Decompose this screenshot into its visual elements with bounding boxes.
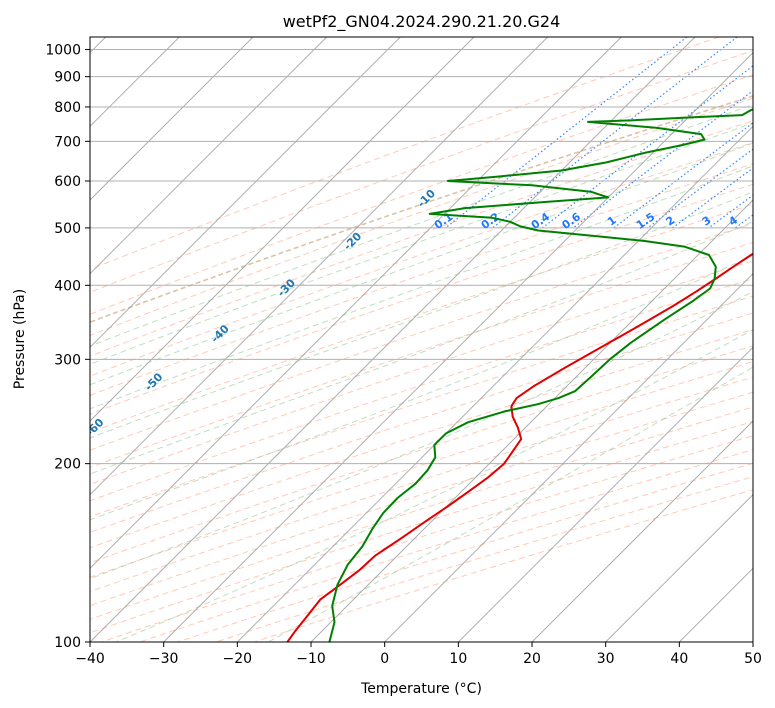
x-tick-label: 40 xyxy=(670,651,688,667)
dry-adiabat-line xyxy=(90,163,753,396)
x-tick-label: −10 xyxy=(296,651,326,667)
dry-adiabat-line xyxy=(90,183,753,415)
isotherm-line xyxy=(752,641,753,642)
mixing-ratio-label: 6 xyxy=(765,213,775,228)
x-tick-label: 50 xyxy=(744,651,762,667)
isotherm-line xyxy=(90,37,328,275)
isotherm-line xyxy=(531,420,753,642)
y-tick-label: 500 xyxy=(54,221,81,237)
temperature-profile-line xyxy=(286,252,753,642)
x-tick-label: 30 xyxy=(597,651,615,667)
plot-background xyxy=(90,37,753,642)
dry-adiabat-line xyxy=(90,50,753,293)
moist-adiabat-line xyxy=(90,142,753,386)
mixing-ratio-line xyxy=(672,167,753,229)
y-tick-label: 400 xyxy=(54,278,81,294)
y-tick-label: 700 xyxy=(54,134,81,150)
chart-title: wetPf2_GN04.2024.290.21.20.G24 xyxy=(283,12,561,32)
isotherm-line xyxy=(163,51,753,642)
moist-adiabat-line xyxy=(90,104,753,347)
isotherm-line xyxy=(457,346,753,642)
moist-adiabat-line xyxy=(90,165,753,410)
y-tick-label: 100 xyxy=(54,635,81,651)
dewpoint-profile-line xyxy=(328,108,753,642)
y-tick-label: 800 xyxy=(54,100,81,116)
x-tick-label: −30 xyxy=(149,651,179,667)
y-tick-label: 1000 xyxy=(45,43,81,59)
moist-adiabat-line xyxy=(90,291,753,580)
dry-adiabat-line xyxy=(90,74,753,315)
isotherm-line xyxy=(90,37,622,570)
dry-adiabat-line xyxy=(90,97,753,337)
y-tick-label: 200 xyxy=(54,457,81,473)
mixing-ratio-line xyxy=(542,65,753,229)
dry-adiabat-line xyxy=(90,278,753,502)
x-tick-label: −40 xyxy=(75,651,105,667)
isotherm-line xyxy=(90,37,475,422)
x-tick-label: −20 xyxy=(223,651,253,667)
dry-adiabat-line xyxy=(90,391,753,607)
moist-adiabat-line xyxy=(90,122,753,365)
x-axis-title: Temperature (°C) xyxy=(360,681,482,697)
x-tick-label: 0 xyxy=(380,651,389,667)
x-tick-label: 20 xyxy=(523,651,541,667)
isotherm-line xyxy=(605,493,753,642)
x-tick-label: 10 xyxy=(449,651,467,667)
isotherm-line xyxy=(90,37,254,201)
plot-frame xyxy=(89,36,754,643)
dry-adiabat-line xyxy=(90,312,753,533)
y-axis-title: Pressure (hPa) xyxy=(12,289,28,389)
dry-adiabat-line xyxy=(90,142,753,377)
isotherm-line xyxy=(90,37,401,349)
isotherm-line xyxy=(384,272,753,642)
isotherm-line xyxy=(236,125,753,642)
y-tick-label: 900 xyxy=(54,70,81,86)
dry-adiabat-line xyxy=(90,361,753,578)
y-tick-label: 300 xyxy=(54,352,81,368)
moist-adiabat-line xyxy=(268,366,753,642)
isotherm-line xyxy=(90,37,696,642)
y-tick-label: 600 xyxy=(54,174,81,190)
dry-adiabat-line xyxy=(90,223,753,451)
dry-adiabat-label: -70 xyxy=(24,463,47,486)
isotherm-line xyxy=(90,37,549,496)
dry-adiabat-line xyxy=(90,329,753,549)
